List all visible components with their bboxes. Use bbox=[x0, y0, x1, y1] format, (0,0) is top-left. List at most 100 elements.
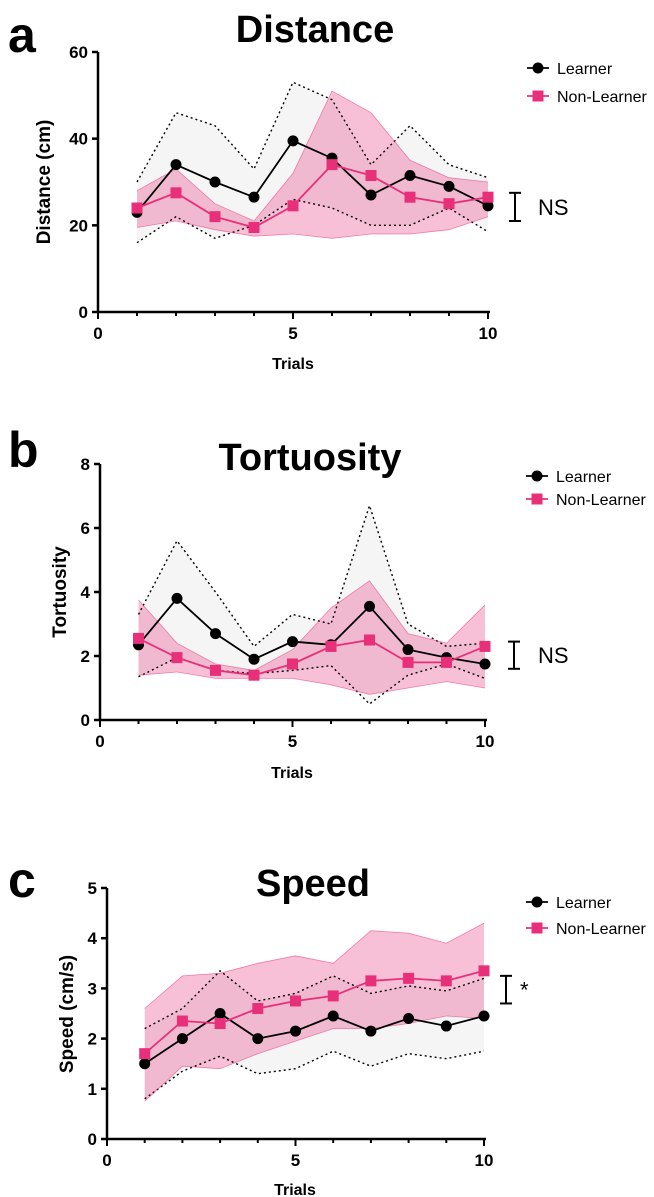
x-tick-label: 5 bbox=[288, 732, 297, 751]
non-learner-point bbox=[482, 191, 494, 203]
non-learner-point bbox=[443, 198, 455, 210]
learner-point bbox=[287, 135, 299, 147]
learner-point bbox=[443, 180, 455, 192]
learner-line bbox=[144, 1012, 485, 1065]
y-tick-label: 5 bbox=[88, 879, 97, 898]
non-learner-point bbox=[290, 995, 301, 1007]
learner-point bbox=[365, 189, 377, 201]
non-learner-point bbox=[478, 965, 490, 977]
non-learner-point bbox=[441, 656, 452, 668]
significance-bracket: * bbox=[500, 974, 529, 1005]
non-learner-point bbox=[326, 159, 338, 171]
learner-point bbox=[365, 1025, 377, 1037]
learner-point bbox=[403, 1013, 415, 1025]
non-learner-point bbox=[402, 656, 414, 668]
learner-point bbox=[170, 159, 182, 171]
panel-a: a Distance 0 20 40 60 0 5 10 Trials Distance (cm) L… bbox=[8, 7, 648, 373]
learner-point bbox=[176, 1033, 188, 1045]
legend-label: Non-Learner bbox=[556, 492, 647, 509]
non-learner-band-lower bbox=[138, 671, 486, 695]
non-learner-point bbox=[365, 975, 377, 987]
legend-item-non-learner: Non-Learner bbox=[526, 921, 647, 938]
non-learner-band-upper bbox=[136, 90, 489, 222]
legend-marker bbox=[532, 90, 544, 102]
learner-point bbox=[139, 1058, 151, 1070]
panel-label: b bbox=[8, 422, 39, 478]
significance-label: NS bbox=[538, 195, 569, 220]
x-tick-label: 10 bbox=[475, 1151, 494, 1170]
y-axis-label: Distance (cm) bbox=[34, 120, 55, 245]
chart-title: Speed bbox=[256, 863, 370, 905]
non-learner-line bbox=[144, 969, 485, 1055]
y-axis-label: Speed (cm/s) bbox=[57, 955, 78, 1073]
legend-label: Non-Learner bbox=[556, 921, 647, 938]
non-learner-point bbox=[287, 200, 299, 212]
x-tick-label: 5 bbox=[291, 1151, 300, 1170]
non-learner-band-lower bbox=[136, 216, 489, 239]
learner-point bbox=[210, 628, 221, 640]
y-tick-label: 20 bbox=[69, 216, 88, 235]
legend-item-non-learner: Non-Learner bbox=[527, 89, 648, 106]
non-learner-point bbox=[325, 640, 337, 652]
chart-title: Distance bbox=[236, 9, 394, 51]
y-tick-label: 1 bbox=[88, 1080, 97, 1099]
non-learner-line bbox=[136, 163, 489, 229]
non-learner-point bbox=[176, 1015, 188, 1027]
non-learner-point bbox=[327, 990, 339, 1002]
x-tick-label: 5 bbox=[288, 324, 297, 343]
non-learner-point bbox=[170, 187, 182, 199]
learner-band-lower bbox=[138, 656, 486, 705]
y-tick-label: 60 bbox=[69, 43, 88, 62]
y-tick-label: 4 bbox=[81, 583, 91, 602]
legend-item-learner: Learner bbox=[527, 61, 613, 78]
non-learner-point bbox=[440, 975, 452, 987]
legend-marker bbox=[532, 62, 544, 74]
non-learner-point bbox=[287, 658, 298, 670]
non-learner-band-upper bbox=[144, 922, 485, 1009]
legend-item-non-learner: Non-Learner bbox=[526, 492, 647, 509]
error-band-non-learner bbox=[137, 91, 488, 239]
legend-label: Learner bbox=[556, 469, 612, 486]
learner-point bbox=[252, 1033, 264, 1045]
learner-point bbox=[364, 600, 375, 612]
learner-point bbox=[404, 170, 416, 181]
significance-bracket: NS bbox=[508, 640, 569, 670]
non-learner-point bbox=[365, 170, 377, 181]
learner-point bbox=[479, 658, 491, 670]
non-learner-point bbox=[364, 634, 375, 646]
legend-label: Non-Learner bbox=[557, 89, 648, 106]
legend-item-learner: Learner bbox=[526, 895, 612, 912]
legend-marker bbox=[531, 493, 543, 505]
learner-line bbox=[137, 597, 486, 665]
x-tick-label: 0 bbox=[95, 732, 104, 751]
non-learner-band-upper bbox=[138, 580, 486, 671]
panel-b: b Tortuosity 0 2 4 6 8 0 5 10 Trials Tortuosity Lear… bbox=[8, 422, 647, 782]
non-learner-point bbox=[210, 664, 221, 676]
learner-band-upper bbox=[137, 503, 486, 648]
non-learner-point bbox=[248, 222, 260, 233]
x-tick-label: 0 bbox=[102, 1151, 111, 1170]
x-tick-label: 10 bbox=[476, 732, 495, 751]
y-tick-label: 3 bbox=[88, 979, 97, 998]
significance-label: NS bbox=[538, 643, 569, 668]
x-tick-label: 0 bbox=[93, 324, 102, 343]
legend-label: Learner bbox=[556, 895, 612, 912]
non-learner-point bbox=[248, 669, 260, 681]
y-axis-label: Tortuosity bbox=[50, 546, 71, 638]
error-band-learner bbox=[137, 82, 488, 243]
x-axis-label: Trials bbox=[271, 765, 313, 782]
error-band-non-learner bbox=[144, 923, 484, 1102]
non-learner-point bbox=[139, 1048, 151, 1060]
legend-marker bbox=[531, 896, 543, 908]
non-learner-point bbox=[131, 202, 143, 214]
y-tick-label: 40 bbox=[69, 130, 88, 149]
learner-point bbox=[248, 191, 260, 203]
chart-title: Tortuosity bbox=[219, 437, 402, 479]
learner-point bbox=[402, 644, 414, 656]
legend-marker bbox=[531, 922, 543, 934]
learner-point bbox=[482, 200, 494, 212]
legend-marker bbox=[531, 470, 543, 482]
significance-label: * bbox=[520, 978, 529, 1003]
legend-label: Learner bbox=[557, 61, 613, 78]
non-learner-line bbox=[138, 637, 486, 677]
